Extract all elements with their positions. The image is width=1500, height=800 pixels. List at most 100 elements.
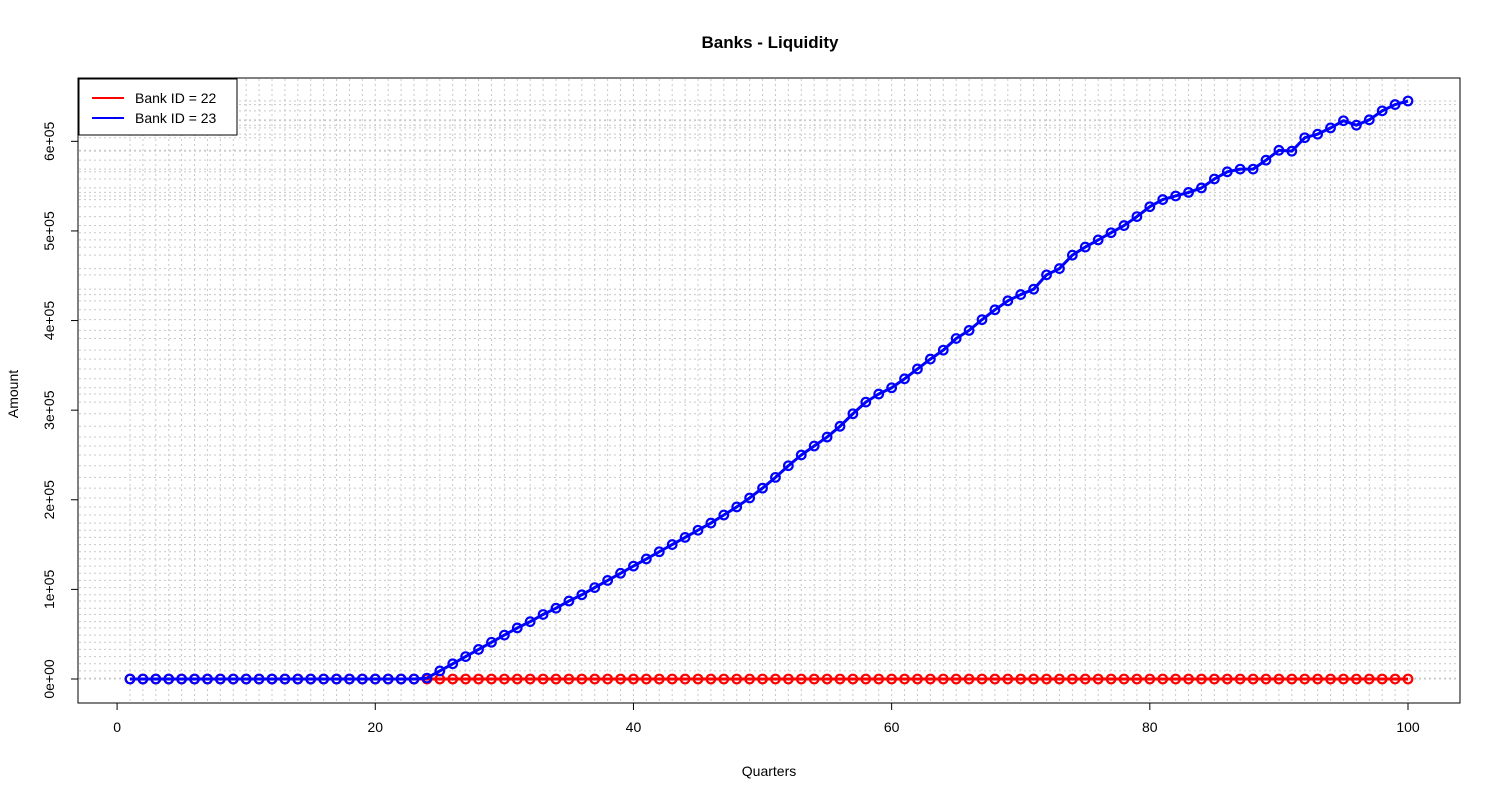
data-point — [1118, 673, 1130, 685]
data-point — [524, 673, 536, 685]
data-point — [473, 673, 484, 685]
data-point — [860, 396, 872, 408]
data-point — [1131, 673, 1143, 685]
data-point — [666, 539, 678, 550]
data-point — [124, 673, 136, 685]
legend: Bank ID = 22 Bank ID = 23 — [78, 78, 238, 136]
chart-title: Banks - Liquidity — [702, 33, 840, 52]
data-point — [576, 589, 588, 601]
data-point — [150, 673, 162, 685]
data-point — [1221, 673, 1233, 685]
data-point — [1234, 163, 1246, 175]
data-point — [1105, 227, 1117, 239]
data-point — [1118, 220, 1130, 231]
data-point — [563, 595, 575, 607]
data-point — [1221, 166, 1233, 178]
series-line — [130, 99, 1409, 681]
data-point — [537, 609, 549, 620]
data-point — [279, 673, 291, 685]
data-point — [1131, 211, 1143, 223]
y-tick-label: 0e+00 — [41, 659, 57, 699]
data-point — [821, 673, 833, 685]
y-axis: 0e+00 1e+05 2e+05 3e+05 4e+05 5e+05 6e+05 — [41, 121, 79, 699]
data-point — [1002, 295, 1014, 307]
data-point — [1157, 194, 1169, 205]
data-point — [460, 651, 472, 662]
data-point — [1350, 673, 1362, 685]
data-point — [1183, 187, 1194, 198]
data-point — [1286, 145, 1298, 157]
data-point — [498, 673, 510, 685]
data-point — [1170, 190, 1182, 202]
data-point — [1338, 673, 1349, 685]
data-point — [1002, 673, 1014, 685]
data-point — [1260, 673, 1272, 685]
data-point — [795, 673, 807, 685]
data-point — [628, 673, 639, 685]
x-tick-label: 20 — [367, 719, 383, 735]
data-point — [550, 602, 562, 614]
data-point — [899, 673, 910, 685]
data-point — [860, 673, 872, 685]
data-point — [1376, 673, 1388, 685]
data-point — [1325, 122, 1336, 134]
data-point — [1079, 241, 1091, 253]
data-point — [744, 492, 756, 504]
data-point — [305, 673, 317, 685]
data-point — [744, 673, 756, 685]
data-point — [589, 673, 601, 685]
data-point — [1041, 269, 1052, 281]
data-point — [1299, 132, 1311, 144]
data-point — [511, 622, 523, 634]
data-point — [640, 553, 652, 565]
data-point — [1170, 673, 1182, 685]
y-tick-label: 2e+05 — [41, 480, 57, 520]
data-point — [602, 673, 614, 685]
data-point — [1325, 673, 1336, 685]
data-point — [692, 524, 704, 536]
data-point — [1376, 105, 1388, 117]
data-point — [795, 449, 807, 461]
data-point — [718, 509, 730, 521]
data-point — [1183, 673, 1194, 685]
data-point — [163, 673, 175, 685]
data-point — [356, 673, 368, 685]
data-point — [615, 567, 626, 579]
data-point — [615, 673, 626, 685]
data-point — [628, 560, 639, 572]
data-point — [912, 363, 923, 375]
data-point — [1196, 182, 1207, 194]
data-point — [1066, 673, 1078, 685]
data-point — [937, 673, 949, 685]
data-point — [731, 673, 743, 685]
data-point — [1363, 673, 1375, 685]
data-point — [834, 673, 846, 685]
data-point — [692, 673, 704, 685]
data-point — [524, 616, 536, 628]
data-point — [757, 482, 768, 494]
data-point — [1389, 99, 1401, 110]
data-point — [395, 673, 407, 685]
data-point — [782, 460, 794, 472]
data-point — [705, 673, 717, 685]
x-tick-label: 100 — [1396, 719, 1420, 735]
data-point — [382, 673, 394, 685]
data-point — [782, 673, 794, 685]
legend-label: Bank ID = 22 — [135, 90, 217, 106]
data-point — [718, 673, 730, 685]
data-point — [1092, 234, 1104, 246]
data-point — [1157, 673, 1169, 685]
data-point — [563, 673, 575, 685]
data-point — [447, 658, 459, 670]
data-point — [486, 673, 497, 685]
legend-box — [78, 78, 238, 136]
x-tick-label: 60 — [884, 719, 900, 735]
data-point — [950, 333, 962, 344]
y-tick-label: 6e+05 — [41, 121, 57, 161]
data-point — [679, 532, 691, 543]
data-point — [1286, 673, 1298, 685]
y-tick-label: 3e+05 — [41, 390, 57, 430]
data-point — [886, 673, 898, 685]
data-point — [770, 471, 781, 483]
